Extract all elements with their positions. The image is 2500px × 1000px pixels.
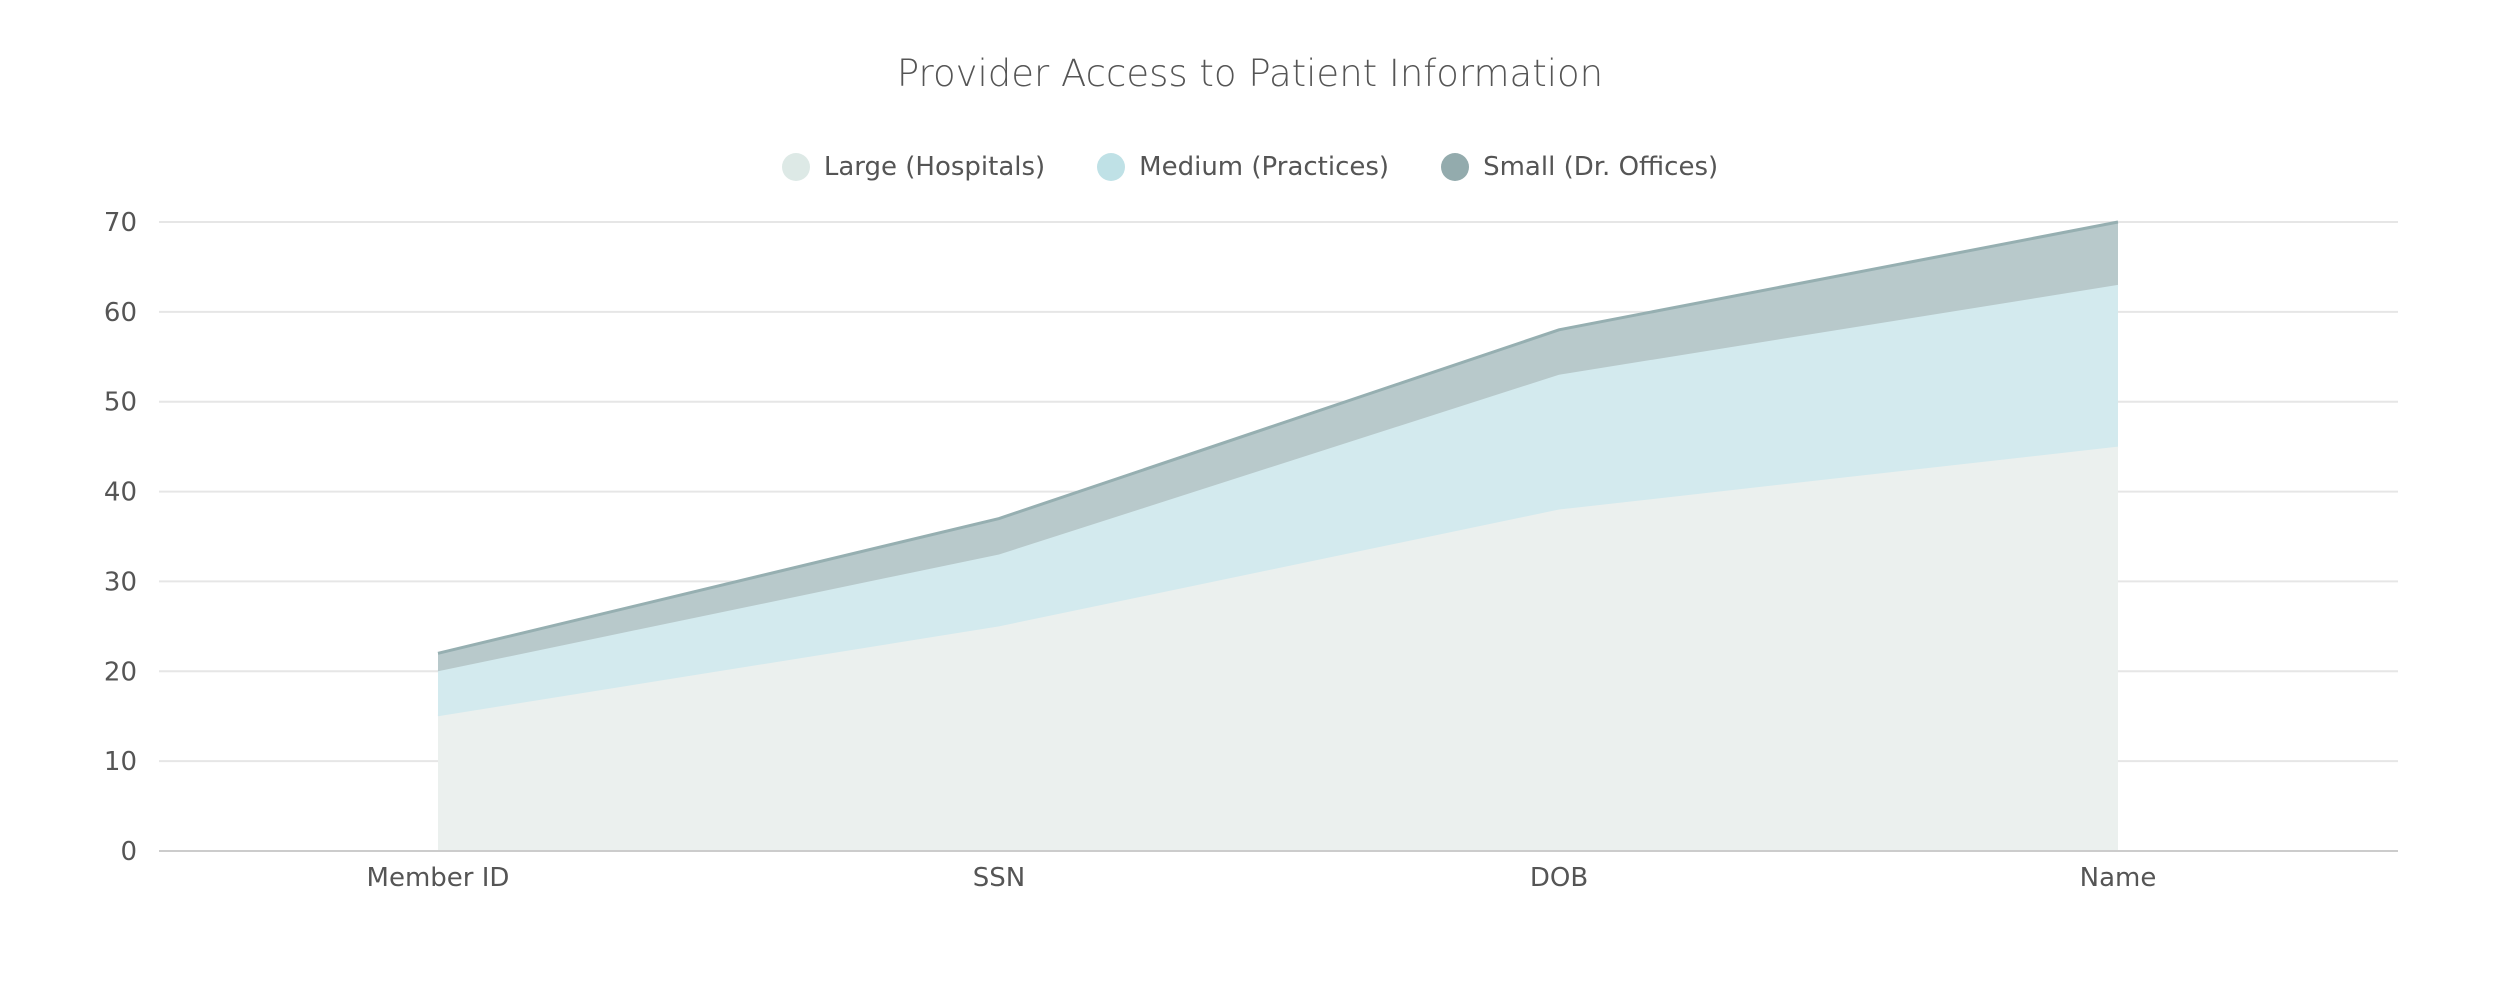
x-tick-label: SSN	[973, 863, 1025, 893]
x-tick-label: Name	[2080, 863, 2157, 893]
y-tick-label: 0	[120, 837, 137, 867]
y-tick-label: 60	[104, 298, 137, 328]
legend-dot-large	[781, 153, 810, 181]
legend-item-small[interactable]: Small (Dr. Offices)	[1441, 152, 1718, 182]
legend-label: Small (Dr. Offices)	[1483, 152, 1719, 182]
y-tick-label: 50	[104, 388, 137, 418]
chart-title: Provider Access to Patient Information	[896, 52, 1604, 95]
legend-item-large[interactable]: Large (Hospitals)	[781, 152, 1046, 182]
y-tick-label: 10	[104, 747, 137, 777]
legend: Large (Hospitals) Medium (Practices) Sma…	[0, 152, 2500, 182]
y-tick-label: 40	[104, 478, 137, 508]
legend-dot-small	[1441, 153, 1470, 181]
y-tick-label: 70	[104, 208, 137, 238]
x-tick-label: DOB	[1530, 863, 1588, 893]
series-line-2	[437, 220, 2119, 655]
area-series-0	[438, 446, 2118, 851]
y-tick-label: 20	[104, 657, 137, 687]
legend-label: Large (Hospitals)	[823, 152, 1046, 182]
x-tick-label: Member ID	[367, 863, 510, 893]
area-series-1	[438, 284, 2118, 717]
y-tick-label: 30	[104, 567, 137, 597]
legend-item-medium[interactable]: Medium (Practices)	[1097, 152, 1389, 182]
area-series-2	[438, 222, 2118, 672]
legend-dot-medium	[1097, 153, 1126, 181]
legend-label: Medium (Practices)	[1139, 152, 1390, 182]
